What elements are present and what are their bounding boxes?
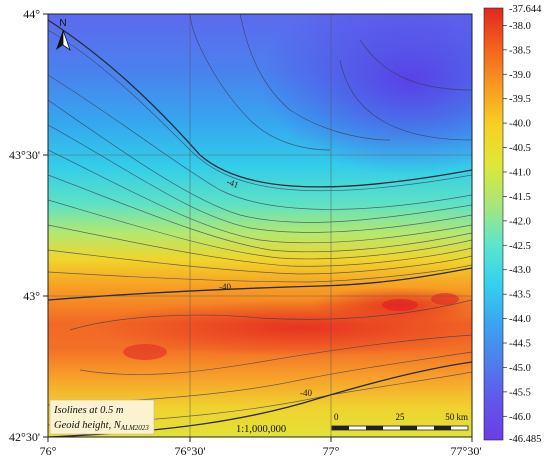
y-tick-label: 43°: [23, 289, 40, 303]
colorbar: -37.644 -46.485 -38.0 -38.5 -39.0 -39.5 -40.…: [483, 4, 542, 445]
colorbar-tick-label: -45.5: [509, 387, 531, 398]
map-frame: [47, 13, 473, 438]
north-arrow-icon: N: [56, 18, 71, 52]
colorbar-tick-label: -40.5: [509, 143, 531, 154]
colorbar-tick-label: -44.0: [509, 314, 531, 325]
colorbar-tick-label: -41.0: [509, 167, 531, 178]
legend-box: Isolines at 0.5 m Geoid height, NALM2023: [49, 399, 155, 435]
north-label: N: [59, 18, 66, 29]
isoline-label: -40: [300, 388, 312, 398]
isoline-label: -41: [225, 176, 240, 190]
legend-geoid: Geoid height, NALM2023: [54, 420, 149, 432]
y-tick-label: 42°30': [9, 430, 40, 444]
geoid-height-field: [48, 14, 472, 437]
legend-isolines: Isolines at 0.5 m: [53, 405, 124, 416]
x-tick-label: 77°: [323, 444, 340, 458]
colorbar-tick-label: -44.5: [509, 339, 531, 350]
colorbar-tick-label: -39.5: [509, 94, 531, 105]
scale-label: 25: [396, 412, 406, 422]
colorbar-tick-label: -45.0: [509, 363, 531, 374]
colorbar-max-label: -37.644: [509, 4, 542, 15]
x-tick-label: 77°30': [451, 444, 482, 458]
colorbar-tick-label: -39.0: [509, 70, 531, 81]
y-tick-label: 43°30': [9, 148, 40, 162]
scale-bar: 0 25 50 km: [331, 412, 469, 431]
isolines: [48, 14, 472, 426]
colorbar-ramp: [483, 7, 504, 441]
y-tick-label: 44°: [23, 7, 40, 21]
graticule: [48, 14, 472, 437]
colorbar-tick-label: -38.5: [509, 45, 531, 56]
tick-marks: [43, 13, 473, 442]
colorbar-tick-label: -46.0: [509, 412, 531, 423]
x-tick-label: 76°30': [175, 444, 206, 458]
x-tick-label: 76°: [40, 444, 57, 458]
colorbar-tick-label: -43.5: [509, 290, 531, 301]
colorbar-tick-label: -42.5: [509, 241, 531, 252]
isoline-label: -40: [219, 282, 231, 292]
colorbar-min-label: -46.485: [509, 434, 541, 445]
scale-label: 50 km: [445, 412, 468, 422]
colorbar-tick-label: -38.0: [509, 21, 531, 32]
scale-ratio: 1:1,000,000: [236, 424, 286, 435]
scale-label: 0: [334, 412, 339, 422]
colorbar-tick-label: -41.5: [509, 192, 531, 203]
colorbar-tick-label: -40.0: [509, 119, 531, 130]
colorbar-tick-label: -43.0: [509, 265, 531, 276]
colorbar-tick-label: -42.0: [509, 216, 531, 227]
